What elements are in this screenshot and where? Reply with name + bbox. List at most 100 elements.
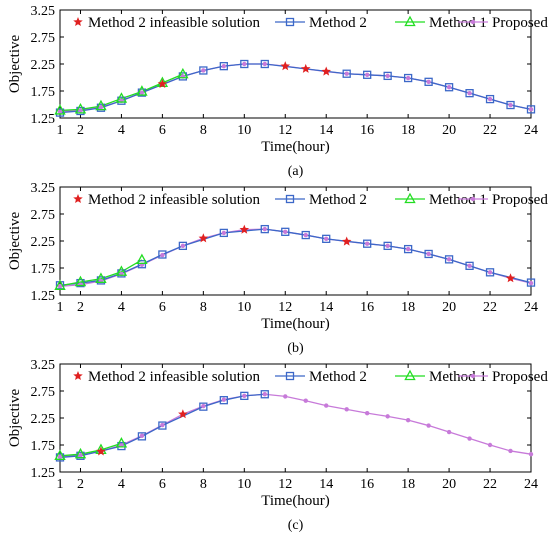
- panel-caption: (c): [288, 518, 304, 533]
- legend-label: Method 2 infeasible solution: [88, 192, 261, 208]
- data-point-square: [444, 255, 454, 264]
- data-point-star: [280, 61, 291, 71]
- data-point-dot: [467, 436, 472, 441]
- data-point-dot: [98, 105, 104, 110]
- data-point-dot: [467, 263, 472, 269]
- data-point-dot: [405, 246, 411, 252]
- legend-label: Method 2: [309, 369, 367, 385]
- x-axis-label: Time(hour): [261, 139, 330, 155]
- data-point-dot: [78, 453, 83, 458]
- data-point-square: [137, 260, 147, 269]
- data-point-dot: [405, 75, 411, 81]
- data-point-dot: [405, 417, 411, 423]
- chart-panel-1: 1.251.752.252.753.251 2 4 6 8 10 12 14 16 18 20 22 2…: [7, 4, 548, 179]
- data-point-square: [219, 62, 228, 71]
- data-point-dot: [508, 448, 513, 454]
- data-point-dot: [528, 451, 534, 457]
- legend-marker-square: [285, 194, 295, 204]
- y-axis-label: Objective: [7, 389, 23, 448]
- series-group: [54, 59, 536, 117]
- data-point-dot: [324, 236, 329, 242]
- x-tick-label: 1: [57, 300, 64, 315]
- data-point-square: [526, 278, 536, 287]
- data-point-triangle: [54, 449, 66, 460]
- data-point-dot: [119, 442, 124, 448]
- data-point-square: [281, 227, 290, 236]
- legend-marker-dot: [470, 373, 476, 379]
- legend-label: Proposed: [492, 369, 548, 385]
- data-point-dot: [180, 243, 186, 249]
- legend-label: Method 1: [429, 369, 487, 385]
- x-tick-label: 8: [200, 300, 207, 315]
- panel-caption: (b): [287, 341, 304, 356]
- data-point-square: [219, 396, 228, 405]
- chart-panel-2: 1.251.752.252.753.251 2 4 6 8 10 12 14 16 18 20 22 2…: [7, 181, 548, 356]
- y-axis-label: Objective: [7, 212, 23, 271]
- data-point-square: [465, 89, 474, 98]
- data-point-square: [199, 66, 208, 75]
- y-tick-label: 2.75: [31, 208, 56, 223]
- data-point-square: [363, 239, 372, 248]
- data-point-square: [342, 69, 351, 78]
- data-point-dot: [303, 232, 308, 238]
- x-tick-label: 20: [442, 123, 456, 138]
- legend-marker-triangle: [404, 369, 416, 381]
- data-point-square: [424, 249, 433, 259]
- data-point-dot: [364, 241, 370, 246]
- x-tick-label: 16: [360, 123, 374, 138]
- data-point-triangle: [74, 102, 87, 114]
- x-tick-label: 6: [159, 123, 166, 138]
- data-point-dot: [508, 102, 513, 108]
- data-point-star: [198, 233, 209, 243]
- data-point-triangle: [95, 99, 107, 111]
- data-point-triangle: [115, 437, 128, 448]
- data-point-triangle: [54, 104, 66, 115]
- data-point-dot: [221, 230, 227, 236]
- y-tick-label: 2.25: [31, 412, 56, 427]
- series-line-dot: [59, 228, 532, 288]
- data-point-square: [158, 421, 167, 430]
- x-tick-label: 10: [237, 477, 251, 492]
- data-point-triangle: [136, 85, 148, 96]
- data-point-triangle: [156, 76, 169, 88]
- data-point-square: [383, 71, 392, 81]
- data-point-dot: [446, 85, 452, 90]
- legend: Method 2 infeasible solution Method 2 Meth…: [73, 192, 548, 208]
- x-tick-label: 1: [57, 123, 64, 138]
- legend-label: Proposed: [492, 192, 548, 208]
- x-tick-label: 10: [237, 300, 251, 315]
- data-point-dot: [364, 410, 370, 416]
- data-point-dot: [262, 61, 267, 67]
- data-point-square: [485, 268, 495, 277]
- legend-label: Method 2: [309, 192, 367, 208]
- data-point-square: [444, 83, 454, 92]
- data-point-dot: [242, 393, 247, 399]
- data-point-dot: [139, 90, 145, 95]
- x-tick-label: 14: [319, 123, 333, 138]
- data-point-dot: [221, 63, 227, 69]
- data-point-triangle: [54, 279, 66, 290]
- legend: Method 2 infeasible solution Method 2 Meth…: [73, 15, 548, 31]
- x-tick-label: 24: [524, 477, 538, 492]
- legend-label: Method 2 infeasible solution: [88, 369, 261, 385]
- x-tick-label: 18: [401, 300, 415, 315]
- y-tick-label: 1.25: [31, 289, 56, 304]
- data-point-square: [260, 59, 269, 69]
- data-point-square: [485, 94, 495, 104]
- x-tick-label: 24: [524, 123, 538, 138]
- data-point-dot: [139, 433, 145, 439]
- x-tick-label: 22: [483, 300, 497, 315]
- y-tick-label: 1.25: [31, 466, 56, 481]
- data-point-dot: [467, 90, 472, 96]
- x-tick-label: 20: [442, 477, 456, 492]
- x-tick-label: 12: [278, 300, 292, 315]
- x-tick-label: 6: [159, 300, 166, 315]
- y-tick-label: 2.75: [31, 31, 56, 46]
- legend-label: Method 1: [429, 15, 487, 31]
- x-tick-label: 12: [278, 123, 292, 138]
- data-point-square: [363, 70, 372, 79]
- data-point-dot: [283, 394, 288, 399]
- data-point-dot: [446, 429, 452, 435]
- data-point-dot: [283, 229, 288, 235]
- x-tick-label: 12: [278, 477, 292, 492]
